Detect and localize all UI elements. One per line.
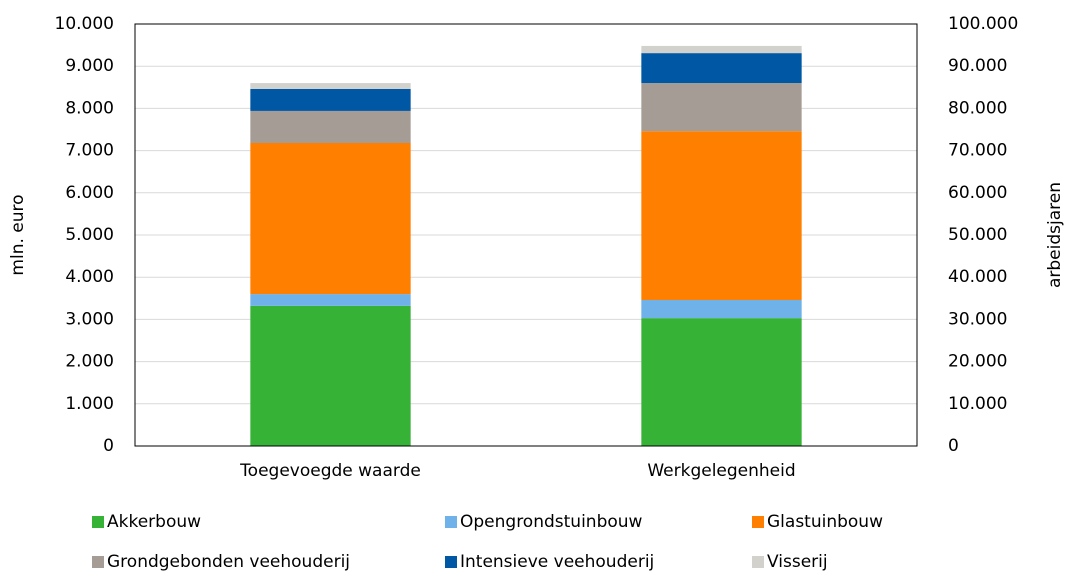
- bar-segment: [641, 131, 802, 300]
- bar-segment: [641, 299, 802, 319]
- y2-tick-label: 40.000: [948, 267, 1007, 287]
- bar-segment: [641, 45, 802, 54]
- y-tick-label: 10.000: [55, 14, 114, 34]
- legend-label: Grondgebonden veehouderij: [107, 552, 350, 572]
- y-tick-label: 2.000: [65, 352, 114, 372]
- bar-segment: [250, 294, 411, 306]
- y2-tick-label: 20.000: [948, 352, 1007, 372]
- y2-tick-label: 70.000: [948, 141, 1007, 161]
- y-tick-label: 9.000: [65, 56, 114, 76]
- legend-label: Visserij: [767, 552, 828, 572]
- bar-segment: [641, 318, 802, 446]
- y2-tick-label: 60.000: [948, 183, 1007, 203]
- y2-tick-label: 90.000: [948, 56, 1007, 76]
- legend-swatch: [445, 516, 457, 528]
- y-tick-label: 8.000: [65, 98, 114, 118]
- y-tick-label: 5.000: [65, 225, 114, 245]
- bar-segment: [641, 53, 802, 84]
- legend-swatch: [445, 556, 457, 568]
- legend-label: Akkerbouw: [107, 512, 201, 532]
- bar-segment: [250, 88, 411, 111]
- bar-segment: [250, 110, 411, 144]
- y-tick-label: 6.000: [65, 183, 114, 203]
- y2-tick-label: 10.000: [948, 394, 1007, 414]
- bar-segment: [250, 83, 411, 89]
- legend-swatch: [92, 556, 104, 568]
- legend-label: Glastuinbouw: [767, 512, 883, 532]
- plot-frame: [134, 23, 918, 447]
- y-tick-label: 0: [103, 436, 114, 456]
- bar-segment: [250, 143, 411, 295]
- y2-tick-label: 50.000: [948, 225, 1007, 245]
- x-tick-label: Toegevoegde waarde: [239, 461, 421, 481]
- y2-axis-label: arbeidsjaren: [1045, 182, 1065, 288]
- x-tick-label: Werkgelegenheid: [647, 461, 795, 481]
- y2-tick-label: 30.000: [948, 309, 1007, 329]
- y2-tick-label: 100.000: [948, 14, 1018, 34]
- legend-label: Opengrondstuinbouw: [460, 512, 643, 532]
- y-tick-label: 1.000: [65, 394, 114, 414]
- bar-segment: [641, 83, 802, 132]
- y-tick-label: 4.000: [65, 267, 114, 287]
- legend-label: Intensieve veehouderij: [460, 552, 654, 572]
- legend-swatch: [752, 516, 764, 528]
- legend-swatch: [92, 516, 104, 528]
- y2-tick-label: 80.000: [948, 98, 1007, 118]
- y-tick-label: 3.000: [65, 309, 114, 329]
- y2-tick-label: 0: [948, 436, 959, 456]
- y-tick-label: 7.000: [65, 141, 114, 161]
- y-axis-label: mln. euro: [8, 194, 28, 275]
- bar-segment: [250, 305, 411, 446]
- legend-swatch: [752, 556, 764, 568]
